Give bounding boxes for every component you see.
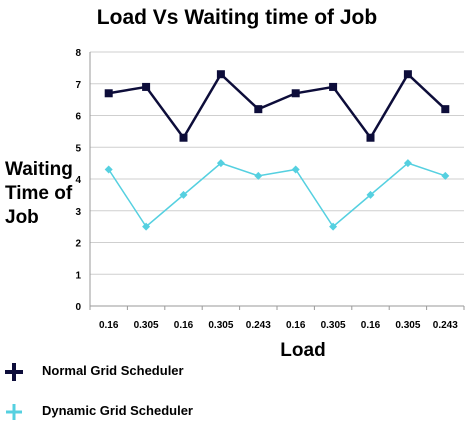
legend: Normal Grid Scheduler Dynamic Grid Sched… bbox=[0, 358, 300, 428]
data-point bbox=[291, 165, 300, 174]
x-tick-label: 0.305 bbox=[208, 320, 233, 331]
data-point bbox=[179, 133, 188, 142]
data-point bbox=[366, 190, 375, 199]
series-line bbox=[108, 72, 447, 140]
data-point bbox=[403, 159, 412, 168]
x-tick-label: 0.16 bbox=[174, 320, 194, 331]
x-tick-label: 0.305 bbox=[395, 320, 420, 331]
x-axis-label: Load bbox=[280, 340, 326, 361]
data-point bbox=[254, 171, 263, 180]
data-point bbox=[104, 165, 113, 174]
x-tick-label: 0.16 bbox=[286, 320, 306, 331]
data-point bbox=[104, 89, 113, 98]
chart-title: Load Vs Waiting time of Job bbox=[96, 6, 378, 29]
legend-label-normal: Normal Grid Scheduler bbox=[42, 363, 184, 378]
legend-label-dynamic: Dynamic Grid Scheduler bbox=[42, 403, 193, 418]
x-tick-label: 0.16 bbox=[361, 320, 381, 331]
data-point bbox=[329, 222, 338, 231]
y-tick-label: 2 bbox=[75, 239, 81, 250]
data-point bbox=[366, 133, 375, 142]
y-tick-label: 0 bbox=[75, 302, 81, 313]
data-point bbox=[291, 89, 300, 98]
y-tick-label: 4 bbox=[75, 175, 81, 186]
legend-item-dynamic: Dynamic Grid Scheduler bbox=[0, 398, 300, 426]
x-tick-label: 0.243 bbox=[246, 320, 271, 331]
x-tick-label: 0.305 bbox=[134, 320, 159, 331]
data-point bbox=[142, 222, 151, 231]
y-tick-label: 3 bbox=[75, 207, 81, 218]
y-tick-label: 8 bbox=[75, 48, 81, 59]
series-line bbox=[108, 162, 446, 228]
data-point bbox=[254, 105, 263, 114]
y-tick-label: 1 bbox=[75, 270, 81, 281]
plus-icon bbox=[6, 404, 22, 420]
plus-icon bbox=[5, 363, 23, 381]
data-point bbox=[441, 105, 450, 114]
y-tick-label: 5 bbox=[75, 143, 81, 154]
data-point bbox=[142, 82, 151, 91]
legend-item-normal: Normal Grid Scheduler bbox=[0, 358, 300, 386]
data-point bbox=[179, 190, 188, 199]
y-tick-label: 6 bbox=[75, 112, 81, 123]
data-point bbox=[441, 171, 450, 180]
data-point bbox=[329, 82, 338, 91]
data-point bbox=[216, 70, 225, 79]
x-tick-label: 0.243 bbox=[433, 320, 458, 331]
x-tick-label: 0.305 bbox=[321, 320, 346, 331]
y-axis-label: Waiting Time of Job bbox=[5, 159, 73, 228]
y-tick-label: 7 bbox=[75, 80, 81, 91]
x-tick-label: 0.16 bbox=[99, 320, 119, 331]
data-point bbox=[216, 159, 225, 168]
data-point bbox=[403, 70, 412, 79]
